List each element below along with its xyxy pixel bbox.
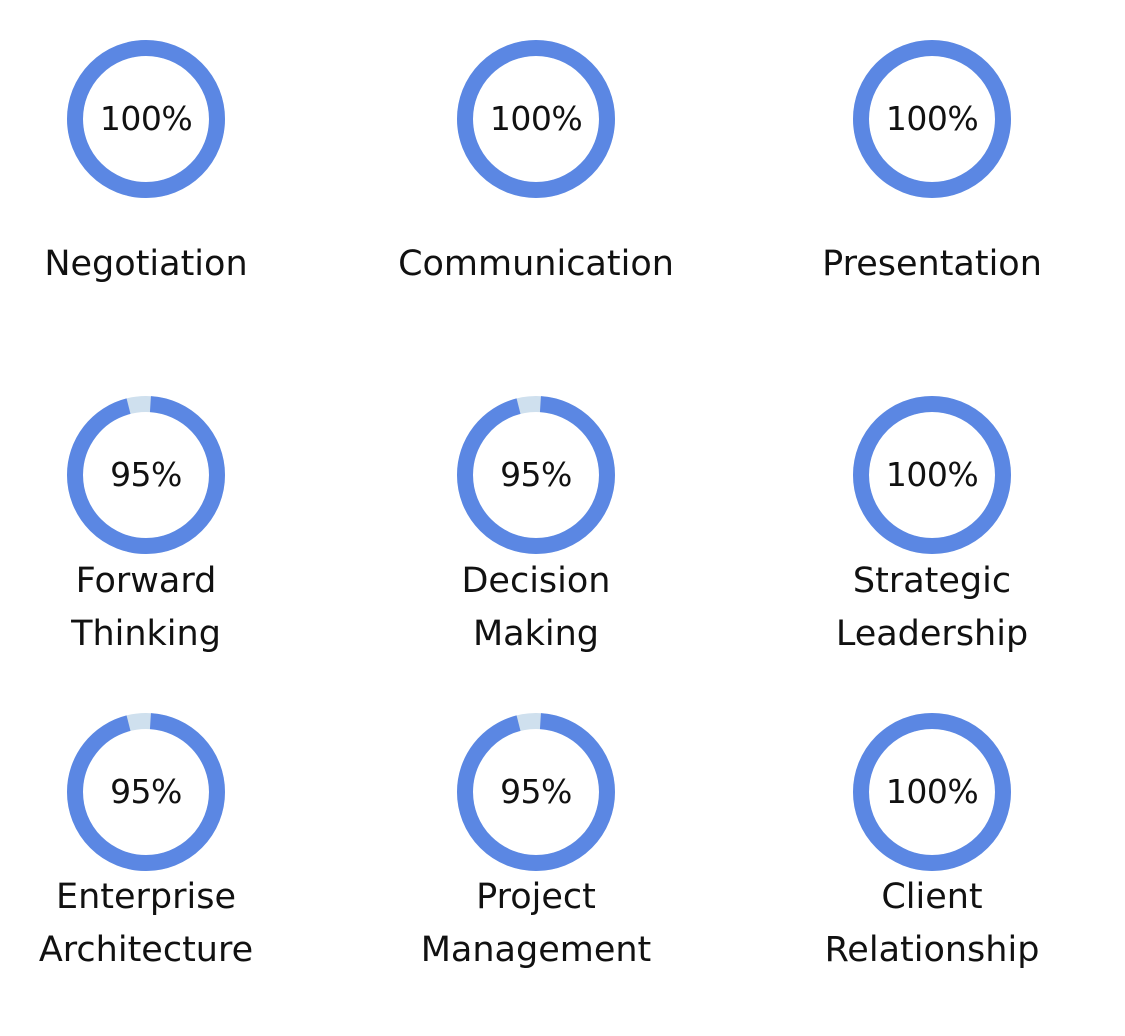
skill-label: Client Relationship <box>824 877 1040 970</box>
skill-item-decision-making: 95% Decision Making <box>376 396 696 665</box>
progress-ring-fill <box>853 40 1011 198</box>
skill-label: Presentation <box>822 244 1042 284</box>
progress-ring-fill <box>67 396 225 554</box>
progress-ring: 100% <box>457 40 615 198</box>
progress-ring: 95% <box>67 713 225 871</box>
progress-ring: 100% <box>853 40 1011 198</box>
percent-value: 100% <box>99 99 193 138</box>
skill-item-forward-thinking: 95% Forward Thinking <box>0 396 306 665</box>
percent-value: 95% <box>500 772 572 811</box>
progress-ring-graphic <box>67 713 225 871</box>
percent-value: 95% <box>110 772 182 811</box>
progress-ring-graphic <box>457 40 615 198</box>
progress-ring: 95% <box>457 396 615 554</box>
progress-ring-fill <box>67 40 225 198</box>
percent-value: 100% <box>885 772 979 811</box>
percent-value: 95% <box>110 455 182 494</box>
progress-ring-graphic <box>853 713 1011 871</box>
percent-value: 100% <box>885 455 979 494</box>
percent-value: 95% <box>500 455 572 494</box>
progress-ring: 95% <box>457 713 615 871</box>
skill-label: Forward Thinking <box>71 561 221 654</box>
progress-ring: 100% <box>67 40 225 198</box>
progress-ring-fill <box>853 713 1011 871</box>
progress-ring: 100% <box>853 713 1011 871</box>
progress-ring-graphic <box>853 396 1011 554</box>
progress-ring-fill <box>457 40 615 198</box>
progress-ring-graphic <box>457 396 615 554</box>
skill-item-presentation: 100% Presentation <box>772 40 1092 348</box>
progress-ring-graphic <box>67 40 225 198</box>
progress-ring-graphic <box>853 40 1011 198</box>
progress-ring-graphic <box>67 396 225 554</box>
skill-item-strategic-leadership: 100% Strategic Leadership <box>772 396 1092 665</box>
skill-item-client-relationship: 100% Client Relationship <box>772 713 1092 981</box>
skill-item-negotiation: 100% Negotiation <box>0 40 306 348</box>
progress-ring-fill <box>67 713 225 871</box>
percent-value: 100% <box>885 99 979 138</box>
skill-label: Decision Making <box>461 561 611 654</box>
skill-label: Communication <box>398 244 674 284</box>
skill-item-communication: 100% Communication <box>376 40 696 348</box>
progress-ring-graphic <box>457 713 615 871</box>
progress-ring-fill <box>853 396 1011 554</box>
skill-label: Strategic Leadership <box>835 561 1029 654</box>
skill-item-project-management: 95% Project Management <box>376 713 696 981</box>
skill-item-enterprise-architecture: 95% Enterprise Architecture <box>0 713 306 981</box>
skill-label: Enterprise Architecture <box>38 877 254 970</box>
progress-ring: 100% <box>853 396 1011 554</box>
skill-label: Negotiation <box>44 244 248 284</box>
progress-ring-fill <box>457 713 615 871</box>
percent-value: 100% <box>489 99 583 138</box>
progress-ring-fill <box>457 396 615 554</box>
progress-ring: 95% <box>67 396 225 554</box>
skill-label: Project Management <box>420 877 652 970</box>
